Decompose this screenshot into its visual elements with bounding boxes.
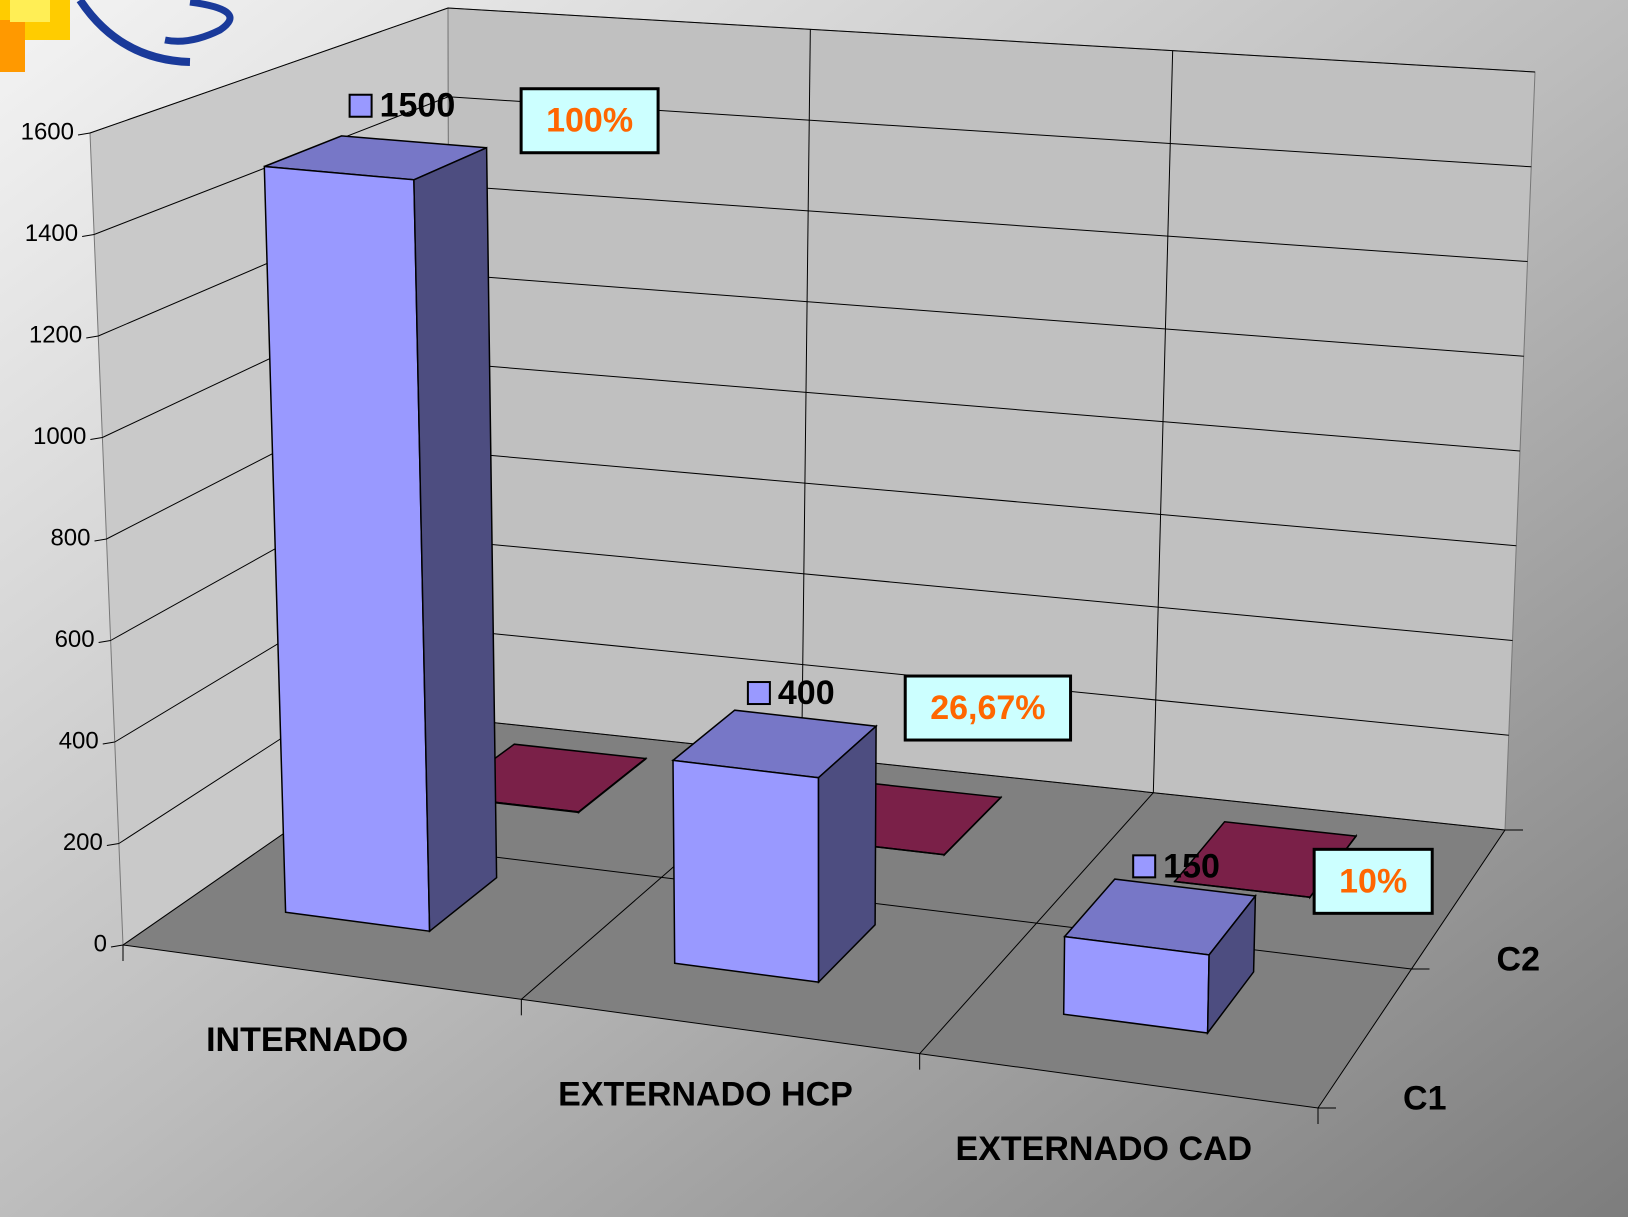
percent-box xyxy=(1312,847,1434,915)
y-tick-label: 1600 xyxy=(21,118,74,145)
y-tick-label: 600 xyxy=(55,626,95,653)
y-tick-label: 1400 xyxy=(25,220,78,247)
bar-front xyxy=(263,165,431,933)
y-tick-mark xyxy=(77,132,91,136)
x-tick-label: EXTERNADO CAD xyxy=(956,1130,1253,1168)
y-tick-mark xyxy=(90,437,103,440)
percent-label: 100% xyxy=(546,102,633,140)
bar xyxy=(263,135,498,933)
percent-label: 26,67% xyxy=(930,689,1045,727)
category-divider xyxy=(801,29,811,756)
bar-front xyxy=(672,759,820,983)
data-label: 150 xyxy=(1163,847,1220,885)
y-tick-mark xyxy=(82,234,95,237)
y-tick-mark xyxy=(110,944,124,948)
y-tick-label: 0 xyxy=(94,930,107,957)
percent-box xyxy=(519,87,660,155)
x-tick-label: INTERNADO xyxy=(206,1021,408,1059)
legend-key xyxy=(348,93,373,118)
y-tick-label: 1200 xyxy=(29,321,82,348)
bar-side xyxy=(577,756,647,814)
data-label: 400 xyxy=(778,674,835,712)
y-tick-mark xyxy=(98,640,111,643)
y-tick-label: 200 xyxy=(63,829,103,856)
x-tick-label: EXTERNADO HCP xyxy=(558,1075,853,1113)
legend-key xyxy=(746,681,771,706)
category-divider xyxy=(1152,50,1174,793)
data-label: 1500 xyxy=(380,87,456,125)
bar-side xyxy=(943,795,1002,857)
series-label: C1 xyxy=(1403,1079,1446,1117)
legend-key xyxy=(1132,854,1157,879)
y-tick-mark xyxy=(106,843,119,846)
y-tick-label: 1000 xyxy=(33,423,86,450)
percent-label: 10% xyxy=(1339,862,1407,900)
y-tick-mark xyxy=(94,538,107,542)
y-tick-mark xyxy=(86,335,99,339)
bar xyxy=(671,709,878,984)
bar-side xyxy=(817,724,877,984)
y-tick-mark xyxy=(102,741,115,745)
logo xyxy=(0,0,234,72)
bar-side xyxy=(413,146,498,933)
bar-side xyxy=(1206,893,1257,1036)
bar xyxy=(1062,878,1257,1036)
y-tick-label: 400 xyxy=(59,727,99,754)
percent-box xyxy=(903,674,1073,742)
y-tick-label: 800 xyxy=(50,524,90,551)
series-label: C2 xyxy=(1497,940,1540,978)
